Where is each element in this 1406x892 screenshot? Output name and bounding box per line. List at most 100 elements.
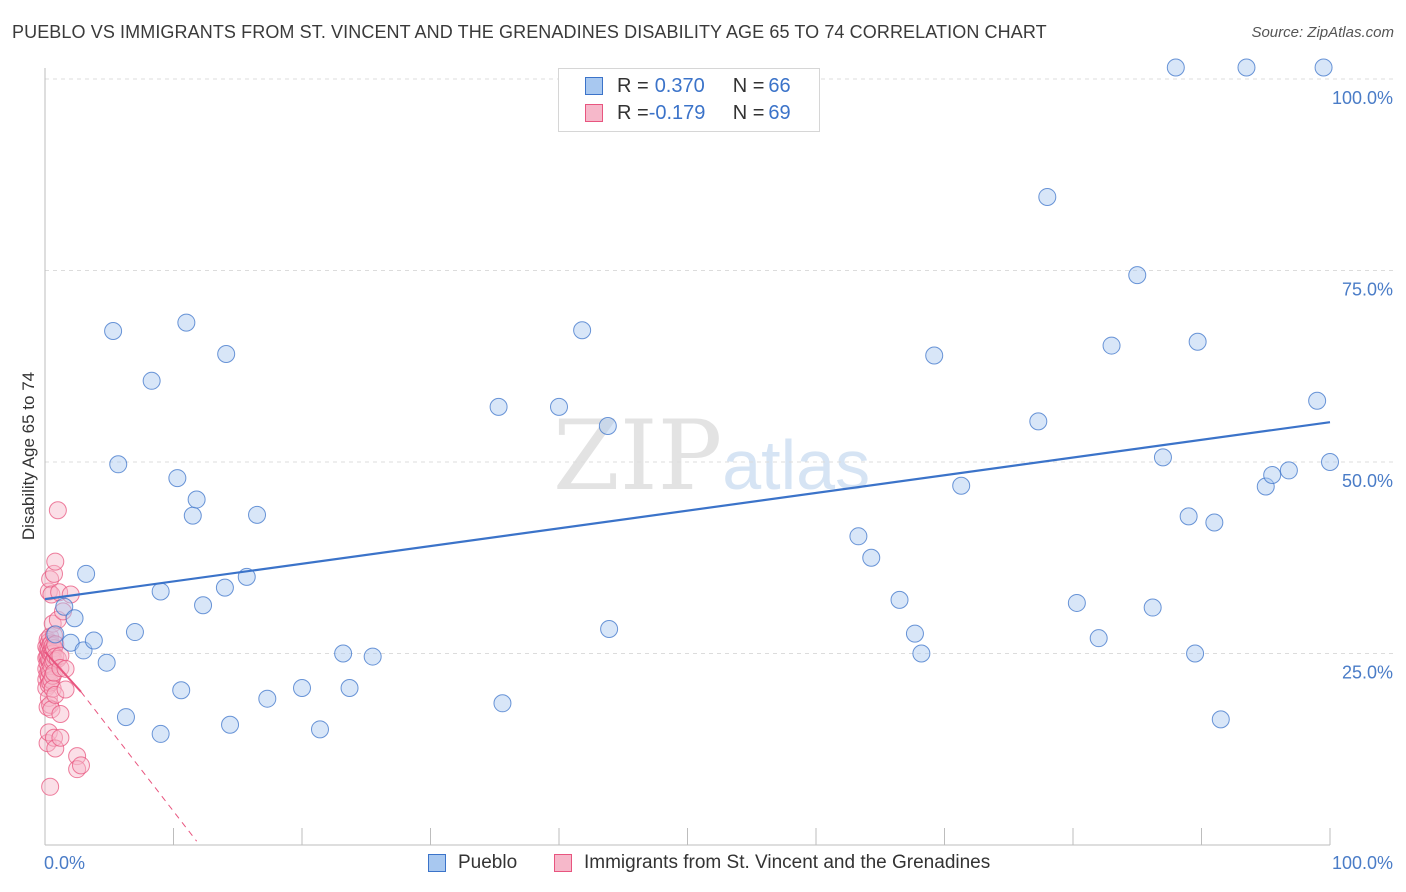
pueblo-point bbox=[172, 681, 191, 700]
immigrants-point bbox=[51, 728, 70, 747]
pueblo-point bbox=[310, 720, 329, 739]
trend-lines bbox=[44, 421, 1331, 842]
pueblo-point bbox=[46, 625, 65, 644]
pueblo-point bbox=[1237, 58, 1256, 77]
series-legend-immigrants[interactable]: Immigrants from St. Vincent and the Gren… bbox=[554, 852, 990, 874]
pueblo-point bbox=[952, 476, 971, 495]
pueblo-point bbox=[363, 647, 382, 666]
series-pueblo-points bbox=[46, 58, 1339, 743]
legend-swatch-immigrants bbox=[585, 104, 603, 122]
pueblo-point bbox=[1186, 644, 1205, 663]
pueblo-point bbox=[142, 371, 161, 390]
pueblo-point bbox=[912, 644, 931, 663]
immigrants-point bbox=[68, 747, 87, 766]
pueblo-point bbox=[334, 644, 353, 663]
pueblo-point bbox=[1205, 513, 1224, 532]
pueblo-point bbox=[221, 715, 240, 734]
immigrants-point bbox=[48, 501, 67, 520]
series-legend-pueblo[interactable]: Pueblo bbox=[428, 852, 517, 874]
legend-swatch-pueblo bbox=[585, 77, 603, 95]
y-tick-label: 25.0% bbox=[1342, 663, 1393, 683]
pueblo-point bbox=[1263, 466, 1282, 485]
pueblo-point bbox=[1102, 336, 1121, 355]
legend-row-pueblo: R = 0.370 N = 66 bbox=[585, 73, 791, 99]
y-tick-label: 100.0% bbox=[1332, 88, 1393, 108]
immigrants-point bbox=[46, 647, 65, 666]
immigrants-point bbox=[46, 739, 65, 758]
legend-r-value: -0.179 bbox=[648, 101, 706, 124]
pueblo-point bbox=[187, 490, 206, 509]
pueblo-point bbox=[1166, 58, 1185, 77]
immigrants-point bbox=[56, 680, 75, 699]
y-tick-label: 50.0% bbox=[1342, 471, 1393, 491]
x-tick-label: 100.0% bbox=[1332, 853, 1393, 873]
immigrants-trend-line bbox=[44, 651, 82, 693]
pueblo-point bbox=[1279, 461, 1298, 480]
pueblo-point bbox=[109, 455, 128, 474]
legend-n-value: 69 bbox=[768, 101, 791, 124]
watermark: ZIPatlas bbox=[553, 400, 870, 512]
pueblo-point bbox=[1029, 412, 1048, 431]
pueblo-point bbox=[1143, 598, 1162, 617]
chart-title: PUEBLO VS IMMIGRANTS FROM ST. VINCENT AN… bbox=[12, 22, 1047, 42]
immigrants-point bbox=[46, 552, 65, 571]
pueblo-point bbox=[125, 623, 144, 642]
pueblo-point bbox=[183, 506, 202, 525]
pueblo-point bbox=[1256, 477, 1275, 496]
pueblo-point bbox=[151, 582, 170, 601]
legend-n-label: N = bbox=[732, 101, 765, 124]
series-legend-swatch-pueblo bbox=[428, 854, 446, 872]
legend-n-value: 66 bbox=[768, 74, 791, 97]
pueblo-point bbox=[1321, 453, 1339, 471]
pueblo-point bbox=[104, 322, 123, 341]
immigrants-point bbox=[42, 700, 61, 719]
pueblo-point bbox=[493, 694, 512, 713]
pueblo-trend-line bbox=[44, 421, 1331, 601]
pueblo-point bbox=[217, 344, 236, 363]
legend-r-value: 0.370 bbox=[654, 74, 705, 97]
pueblo-point bbox=[1188, 332, 1207, 351]
pueblo-point bbox=[849, 527, 868, 546]
pueblo-point bbox=[215, 578, 234, 597]
pueblo-point bbox=[1067, 593, 1086, 612]
pueblo-point bbox=[550, 397, 568, 416]
series-legend-label: Immigrants from St. Vincent and the Gren… bbox=[584, 852, 991, 873]
pueblo-point bbox=[97, 653, 116, 672]
legend-r-label: R = bbox=[617, 101, 649, 124]
pueblo-point bbox=[1089, 629, 1108, 648]
pueblo-point bbox=[890, 590, 909, 609]
pueblo-point bbox=[489, 397, 508, 416]
immigrants-trend-extension bbox=[80, 691, 198, 842]
series-immigrants-points bbox=[37, 501, 90, 796]
legend-row-immigrants: R = -0.179 N = 69 bbox=[585, 100, 791, 126]
tick-labels: 25.0% 50.0% 75.0% 100.0% 0.0% 100.0% bbox=[44, 88, 1393, 873]
pueblo-point bbox=[600, 619, 619, 638]
pueblo-point bbox=[1211, 710, 1230, 729]
pueblo-point bbox=[1314, 58, 1333, 77]
series-legend-label: Pueblo bbox=[458, 852, 518, 873]
watermark-atlas: atlas bbox=[722, 426, 871, 504]
series-legend-swatch-immigrants bbox=[554, 854, 572, 872]
correlation-legend: R = 0.370 N = 66 R = -0.179 N = 69 bbox=[558, 68, 820, 132]
immigrants-point bbox=[39, 723, 58, 742]
pueblo-point bbox=[168, 469, 187, 488]
pueblo-point bbox=[862, 548, 881, 567]
source-label: Source: ZipAtlas.com bbox=[1251, 24, 1394, 41]
pueblo-point bbox=[1038, 187, 1057, 206]
immigrants-point bbox=[71, 756, 90, 775]
pueblo-point bbox=[598, 416, 617, 435]
pueblo-point bbox=[1153, 448, 1172, 467]
immigrants-point bbox=[51, 705, 70, 724]
immigrants-point bbox=[44, 626, 63, 645]
immigrants-point bbox=[46, 685, 65, 704]
pueblo-point bbox=[55, 597, 74, 616]
pueblo-point bbox=[1128, 266, 1147, 285]
pueblo-point bbox=[248, 505, 267, 524]
pueblo-point bbox=[1308, 391, 1327, 410]
legend-n-label: N = bbox=[732, 74, 765, 97]
pueblo-point bbox=[177, 313, 196, 332]
immigrants-point bbox=[41, 777, 60, 796]
pueblo-point bbox=[1179, 507, 1198, 526]
pueblo-point bbox=[151, 724, 170, 743]
